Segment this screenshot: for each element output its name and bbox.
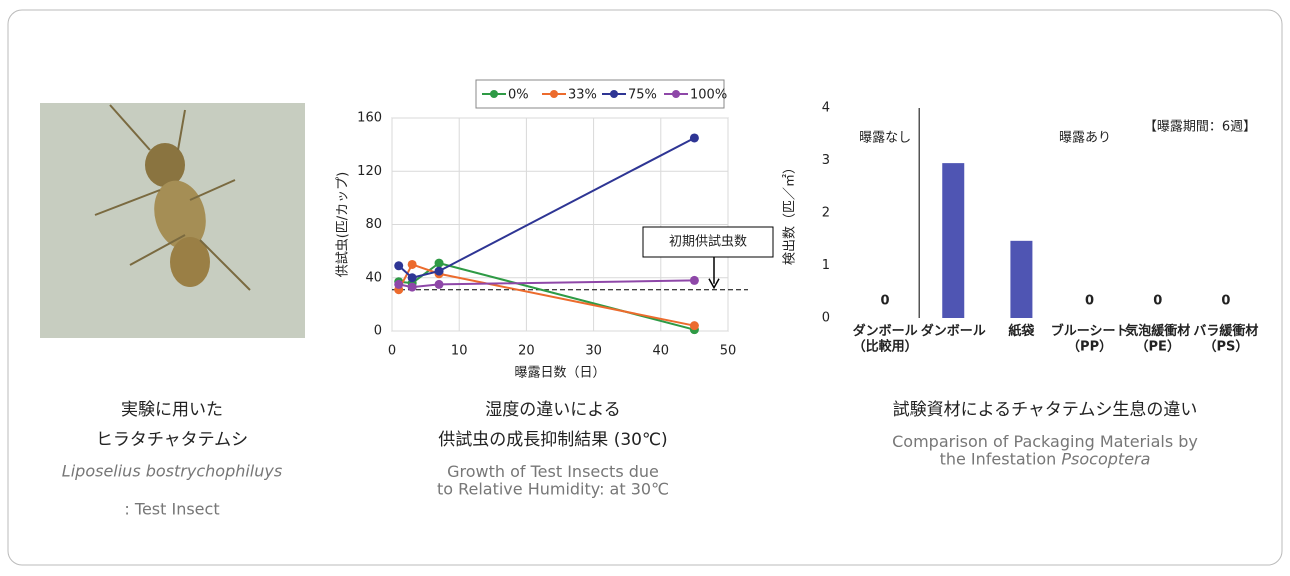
annotation: 曝露あり <box>1059 131 1111 146</box>
x-tick-label: ダンボール <box>921 323 986 339</box>
marker <box>690 133 699 142</box>
caption: 湿度の違いによる <box>485 400 621 420</box>
x-axis-label: 曝露日数（日） <box>514 366 605 381</box>
y-tick-label: 0 <box>822 311 830 326</box>
legend-marker <box>672 90 680 98</box>
annotation: 【曝露期間：6週】 <box>1144 120 1256 135</box>
caption: 試験資材によるチャタテムシ生息の違い <box>893 400 1198 420</box>
caption-italic: Psocoptera <box>1061 449 1150 468</box>
annotation: 曝露なし <box>859 131 911 146</box>
legend-marker <box>550 90 558 98</box>
y-tick-label: 4 <box>822 101 830 116</box>
y-axis-label: 検出数（匹／㎡） <box>783 161 798 265</box>
legend-label: 33% <box>568 88 597 103</box>
x-tick-label: 50 <box>720 344 737 359</box>
legend-label: 0% <box>508 88 529 103</box>
x-tick-label: 10 <box>451 344 468 359</box>
caption-latin: Liposelius bostrychophiluys <box>62 462 282 481</box>
x-tick-label: ダンボール（比較用） <box>853 323 918 355</box>
marker <box>394 280 403 289</box>
y-axis-label: 供試虫(匹/カップ) <box>335 172 351 278</box>
y-tick-label: 1 <box>822 258 830 273</box>
y-tick-label: 3 <box>822 153 830 168</box>
y-tick-label: 80 <box>365 217 382 232</box>
caption: 実験に用いた <box>121 400 223 420</box>
marker <box>435 267 444 276</box>
x-tick-label: 20 <box>518 344 535 359</box>
caption: 供試虫の成長抑制結果 (30℃) <box>438 430 667 450</box>
y-tick-label: 160 <box>357 111 382 126</box>
y-tick-label: 2 <box>822 206 830 221</box>
legend-marker <box>610 90 618 98</box>
bar <box>942 163 964 318</box>
marker <box>690 321 699 330</box>
caption: ヒラタチャタテムシ <box>96 430 248 450</box>
marker <box>394 261 403 270</box>
marker <box>408 273 417 282</box>
marker <box>690 276 699 285</box>
marker <box>435 280 444 289</box>
bar <box>1010 241 1032 318</box>
marker <box>408 283 417 292</box>
data-label: 0 <box>881 294 890 309</box>
marker <box>435 259 444 268</box>
x-tick-label: 紙袋 <box>1008 323 1035 339</box>
x-tick-label: 0 <box>388 344 396 359</box>
caption-en: : Test Insect <box>124 500 219 519</box>
x-tick-label: 40 <box>653 344 670 359</box>
y-tick-label: 40 <box>365 270 382 285</box>
x-tick-label: 30 <box>585 344 602 359</box>
data-label: 0 <box>1153 294 1162 309</box>
marker <box>408 260 417 269</box>
y-tick-label: 120 <box>357 164 382 179</box>
legend-label: 75% <box>628 88 657 103</box>
insect-photo <box>40 103 305 338</box>
page: 実験に用いた ヒラタチャタテムシ Liposelius bostrychophi… <box>0 0 1290 572</box>
annotation: 初期供試虫数 <box>669 234 747 250</box>
legend-marker <box>490 90 498 98</box>
y-tick-label: 0 <box>374 324 382 339</box>
data-label: 0 <box>1085 294 1094 309</box>
legend-label: 100% <box>690 88 727 103</box>
data-label: 0 <box>1221 294 1230 309</box>
